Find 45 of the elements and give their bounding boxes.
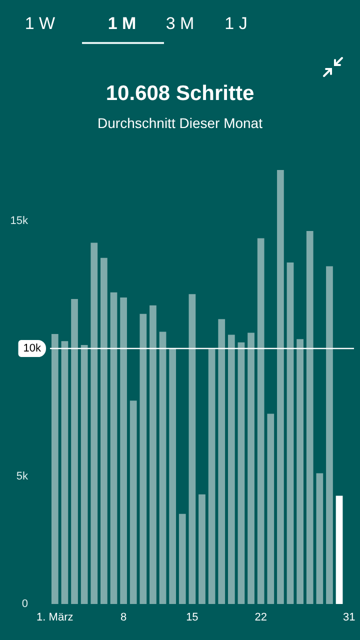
bar — [228, 334, 235, 604]
bar — [80, 344, 88, 604]
bar — [90, 242, 98, 604]
bar — [51, 334, 58, 604]
bar — [316, 473, 324, 604]
bar — [277, 170, 284, 604]
text: 1 W — [24, 14, 56, 34]
chart-title: 10.608 Schritte — [106, 82, 254, 105]
bar — [248, 332, 254, 604]
bar — [296, 339, 304, 604]
bar — [130, 400, 137, 604]
bar — [336, 496, 343, 604]
bar — [208, 349, 216, 604]
bar — [120, 297, 127, 604]
bar — [326, 266, 333, 604]
x-tick-label: 22 — [254, 612, 267, 624]
bar — [306, 231, 314, 604]
bar — [238, 342, 245, 604]
x-tick-label: 15 — [186, 612, 198, 624]
x-tick-label: 8 — [120, 612, 127, 624]
x-tick-label: 1. März — [36, 612, 74, 624]
bar — [100, 258, 108, 604]
bar — [159, 332, 166, 604]
bar — [71, 299, 78, 604]
y-tick-label: 15k — [10, 214, 28, 227]
bar — [150, 305, 156, 604]
y-tick-label: 0 — [22, 598, 28, 610]
bar — [198, 494, 206, 604]
bar — [257, 238, 264, 604]
bar — [110, 292, 118, 604]
bar — [286, 262, 294, 604]
bar — [218, 319, 226, 604]
bar — [178, 514, 186, 604]
x-tick-label: 31 — [342, 612, 356, 624]
text: 3 M — [166, 14, 194, 34]
bar — [188, 294, 196, 604]
ref-line-label: 10k — [23, 342, 42, 355]
bar — [169, 348, 176, 604]
y-tick-label: 5k — [16, 470, 28, 482]
chart-subtitle: Durchschnitt Dieser Monat — [98, 115, 263, 131]
text: 1 J — [224, 14, 248, 34]
bar — [140, 314, 147, 604]
text: 1 M — [108, 14, 136, 34]
bar — [267, 414, 274, 604]
bar — [61, 341, 68, 604]
